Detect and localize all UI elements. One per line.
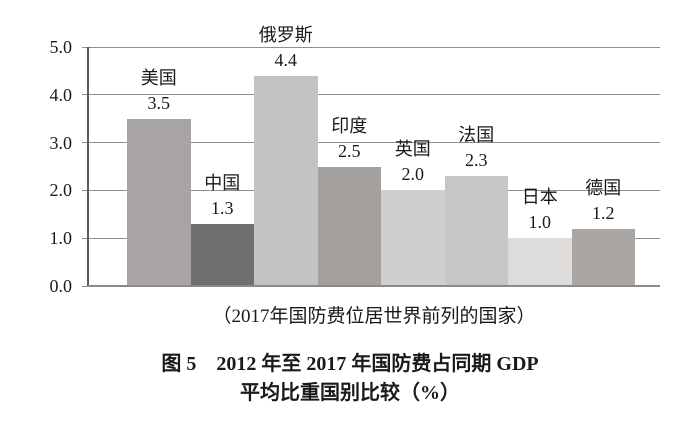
y-axis-tick-mark [82,94,88,96]
bar-category-label: 英国 [394,139,431,160]
y-axis-tick-mark [82,189,88,191]
figure-title-line1: 图 5 2012 年至 2017 年国防费占同期 GDP [161,353,539,375]
bar-category-label: 美国 [140,67,177,88]
chart-bar [571,228,635,286]
bar-data-label: 法国 2.3 [421,123,531,173]
chart-bar [127,118,191,286]
y-tick-label: 3.0 [49,132,73,153]
bar-value-label: 1.3 [211,197,234,218]
gridline [88,94,660,96]
bar-data-label: 中国 1.3 [167,171,277,221]
gridline [88,142,660,144]
bar-category-label: 法国 [458,125,495,146]
bar-category-label: 印度 [331,115,368,136]
bar-data-label: 英国 2.0 [358,137,468,187]
bar-data-label: 印度 2.5 [294,114,404,164]
bar-value-label: 1.0 [528,212,552,233]
bar-value-label: 2.0 [401,164,425,185]
plot-area: 美国 3.5 中国 1.3 俄罗斯 4.4 印度 2.5 英国 2.0 法国 2.3 日本 1.0 德国 1.… [82,25,660,287]
chart-caption: （2017年国防费位居世界前列的国家） [212,306,536,327]
x-axis-line [88,285,660,287]
y-tick-label: 4.0 [49,84,73,105]
y-axis-line [87,47,89,286]
chart-bar [444,176,508,286]
y-axis-tick-mark [82,285,88,287]
bar-category-label: 中国 [204,172,241,193]
bar-category-label: 德国 [585,177,622,198]
bar-category-label: 日本 [521,187,558,208]
chart-bar [381,190,445,286]
bar-value-label: 2.3 [465,150,488,171]
chart-bar [190,223,254,286]
figure-title-line2: 平均比重国别比较（%） [240,382,460,404]
chart-bar [317,166,381,286]
bar-data-label: 德国 1.2 [548,176,658,226]
y-tick-label: 2.0 [49,180,73,201]
chart-bar [254,75,318,286]
bar-data-label: 美国 3.5 [104,66,214,116]
bar-data-label: 俄罗斯 4.4 [231,23,341,73]
bar-value-label: 4.4 [274,49,298,70]
chart-bar [508,238,572,286]
bar-category-label: 俄罗斯 [258,24,313,45]
y-tick-label: 1.0 [49,228,73,249]
y-axis-tick-mark [82,46,88,48]
bar-value-label: 3.5 [147,92,171,113]
gridline [88,46,660,48]
y-axis-tick-mark [82,237,88,239]
bar-data-label: 日本 1.0 [485,185,595,235]
y-axis-tick-mark [82,142,88,144]
y-tick-label: 0.0 [49,276,73,296]
bar-value-label: 2.5 [338,140,361,161]
bar-value-label: 1.2 [592,202,615,223]
y-tick-label: 5.0 [49,37,73,57]
